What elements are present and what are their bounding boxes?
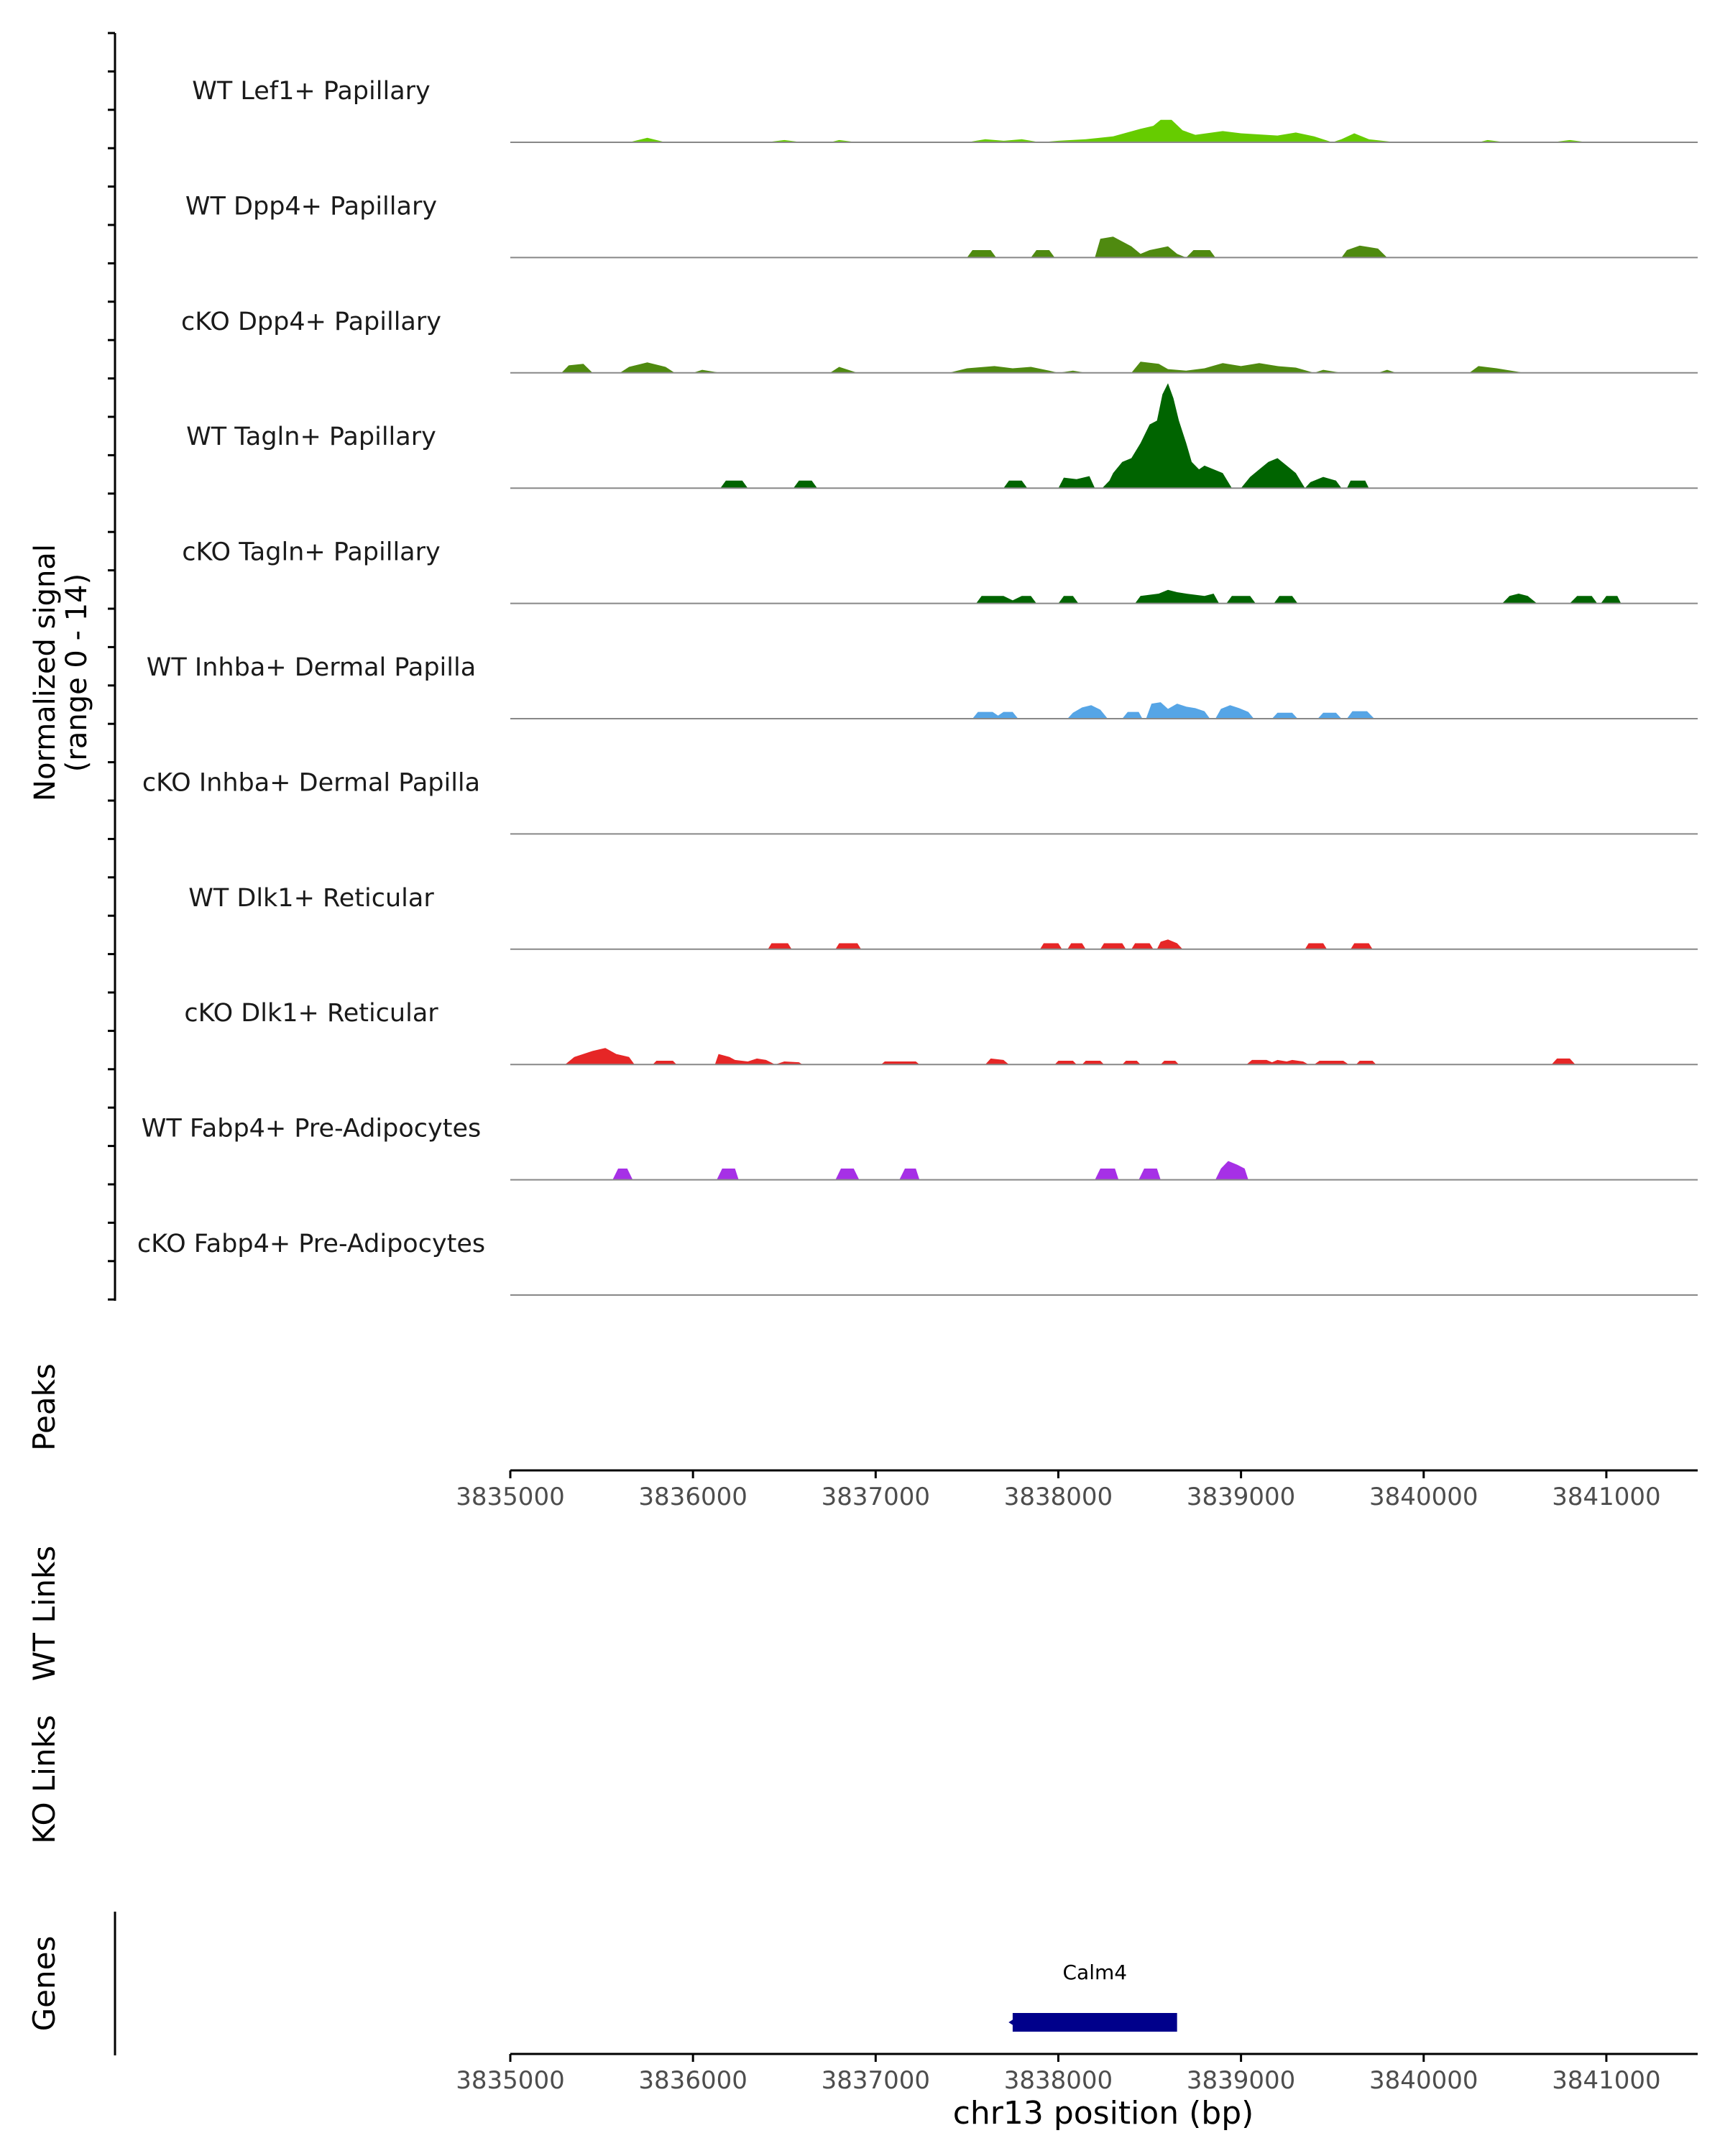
x-tick-label: 3835000 bbox=[456, 2066, 564, 2095]
x-tick-label: 3840000 bbox=[1369, 1483, 1478, 1511]
coverage-area bbox=[768, 939, 1373, 949]
genes-track-label: Genes bbox=[27, 1936, 62, 2032]
x-tick-label: 3841000 bbox=[1552, 1483, 1660, 1511]
track-2: cKO Dpp4+ Papillary bbox=[181, 308, 1698, 374]
track-label: WT Dlk1+ Reticular bbox=[188, 884, 434, 913]
y-axis-label-line1: Normalized signal bbox=[29, 544, 62, 801]
track-label: cKO Inhba+ Dermal Papilla bbox=[142, 768, 480, 797]
signal-y-axis-ticks bbox=[108, 32, 115, 1301]
x-tick-label: 3837000 bbox=[822, 1483, 930, 1511]
track-0: WT Lef1+ Papillary bbox=[192, 77, 1698, 143]
track-label: cKO Dlk1+ Reticular bbox=[184, 999, 438, 1028]
x-tick-label: 3840000 bbox=[1369, 2066, 1478, 2095]
coverage-area bbox=[565, 1048, 1576, 1065]
x-tick-label: 3836000 bbox=[638, 1483, 747, 1511]
y-axis-label-line2: (range 0 - 14) bbox=[60, 573, 93, 772]
gene-label: Calm4 bbox=[1063, 1961, 1128, 1984]
track-label: cKO Fabp4+ Pre-Adipocytes bbox=[137, 1230, 485, 1258]
track-4: cKO Tagln+ Papillary bbox=[182, 538, 1698, 604]
x-tick-label: 3838000 bbox=[1004, 2066, 1113, 2095]
x-tick-label: 3841000 bbox=[1552, 2066, 1660, 2095]
track-1: WT Dpp4+ Papillary bbox=[185, 192, 1698, 259]
x-tick-label: 3837000 bbox=[822, 2066, 930, 2095]
x-tick-label: 3835000 bbox=[456, 1483, 564, 1511]
strand-arrow bbox=[1008, 2014, 1023, 2030]
track-7: WT Dlk1+ Reticular bbox=[188, 884, 1698, 950]
track-10: cKO Fabp4+ Pre-Adipocytes bbox=[137, 1230, 1698, 1296]
x-axis-top: 3835000 3836000 3837000 3838000 3839000 38400… bbox=[456, 1469, 1698, 1511]
track-9: WT Fabp4+ Pre-Adipocytes bbox=[142, 1115, 1698, 1181]
track-6: cKO Inhba+ Dermal Papilla bbox=[142, 768, 1698, 835]
x-axis-label: chr13 position (bp) bbox=[953, 2095, 1254, 2132]
x-tick-label: 3839000 bbox=[1187, 2066, 1295, 2095]
track-3: WT Tagln+ Papillary bbox=[186, 383, 1698, 489]
x-tick-label: 3839000 bbox=[1187, 1483, 1295, 1511]
coverage-area bbox=[612, 1161, 1248, 1180]
track-label: WT Tagln+ Papillary bbox=[186, 423, 436, 451]
wt-links-track-label: WT Links bbox=[27, 1546, 62, 1681]
track-label: cKO Tagln+ Papillary bbox=[182, 538, 441, 567]
gene-track: Calm4 bbox=[1008, 1961, 1177, 2032]
track-label: WT Dpp4+ Papillary bbox=[185, 192, 437, 221]
ko-links-track-label: KO Links bbox=[27, 1715, 62, 1844]
track-5: WT Inhba+ Dermal Papilla bbox=[147, 653, 1698, 719]
track-label: WT Inhba+ Dermal Papilla bbox=[147, 653, 476, 682]
x-tick-label: 3836000 bbox=[638, 2066, 747, 2095]
coverage-area bbox=[561, 361, 1524, 373]
coverage-area bbox=[976, 589, 1622, 604]
coverage-area bbox=[972, 702, 1375, 719]
x-tick-label: 3838000 bbox=[1004, 1483, 1113, 1511]
coverage-area bbox=[720, 383, 1369, 489]
track-label: WT Lef1+ Papillary bbox=[192, 77, 431, 106]
x-axis-bottom: 3835000 3836000 3837000 3838000 3839000 38400… bbox=[456, 2053, 1698, 2095]
gene-body bbox=[1012, 2013, 1177, 2032]
peaks-track-label: Peaks bbox=[27, 1363, 62, 1451]
track-8: cKO Dlk1+ Reticular bbox=[184, 999, 1698, 1066]
track-label: WT Fabp4+ Pre-Adipocytes bbox=[142, 1115, 481, 1143]
track-label: cKO Dpp4+ Papillary bbox=[181, 308, 441, 336]
coverage-tracks: WT Lef1+ Papillary WT Dpp4+ Papillary cKO … bbox=[137, 77, 1698, 1296]
coverage-area bbox=[967, 236, 1387, 258]
coverage-area bbox=[565, 119, 1588, 142]
